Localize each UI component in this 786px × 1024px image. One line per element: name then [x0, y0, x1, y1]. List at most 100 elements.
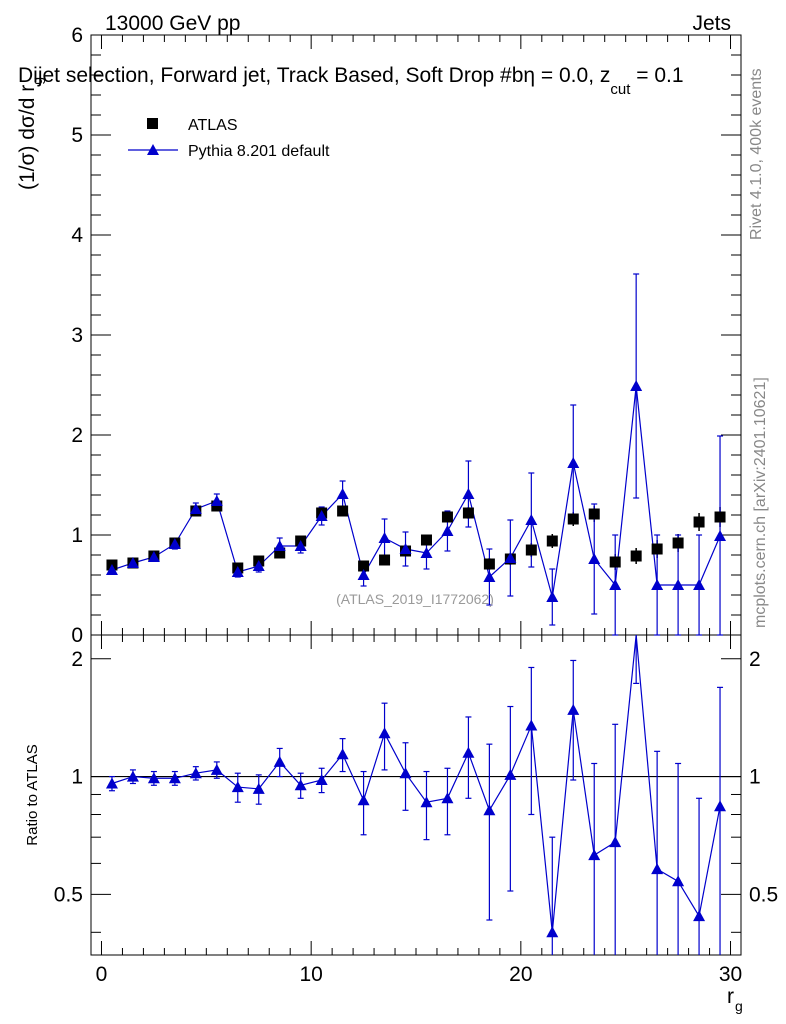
- legend-atlas-marker: [147, 118, 158, 129]
- ratio-axis-ticks: 0.5 0.51 12 20 10 20 30: [54, 635, 778, 986]
- ratio-point: [294, 779, 307, 791]
- ratio-point: [336, 748, 349, 760]
- pythia-point: [294, 540, 307, 551]
- pythia-point: [441, 525, 454, 536]
- pythia-point: [462, 488, 475, 499]
- main-ytick-label: 3: [71, 324, 83, 347]
- ratio-point: [189, 767, 202, 779]
- pythia-point: [693, 579, 706, 590]
- pythia-point: [378, 532, 391, 543]
- main-ytick-label: 4: [71, 224, 83, 247]
- plot-title-end: = 0.1: [630, 64, 683, 87]
- pythia-line: [111, 385, 721, 598]
- plot-title-sub: cut: [610, 81, 631, 98]
- ratio-point: [693, 910, 706, 922]
- ratio-xlabel: rg: [727, 985, 743, 1014]
- ratio-point: [588, 849, 601, 861]
- ratio-ytick-label: 0.5: [54, 883, 83, 906]
- ratio-point: [210, 763, 223, 775]
- pythia-point: [546, 591, 559, 602]
- ratio-point: [357, 794, 370, 806]
- legend-pythia-marker: [147, 144, 159, 155]
- pythia-point: [399, 543, 412, 554]
- ratio-plot-marks: [91, 634, 741, 955]
- ratio-point: [273, 755, 286, 767]
- ratio-xtick-label: 20: [509, 963, 532, 986]
- main-axis-ticks: 0 1 2 3 4 5 6: [71, 24, 741, 647]
- pythia-point: [420, 547, 433, 558]
- ratio-point: [483, 804, 496, 816]
- main-ytick-label: 1: [71, 524, 83, 547]
- pythia-point: [273, 540, 286, 551]
- process-label: Jets: [692, 12, 731, 35]
- ratio-point: [252, 782, 265, 794]
- atlas-point: [714, 511, 726, 523]
- atlas-point: [462, 507, 474, 519]
- pythia-point: [147, 551, 160, 562]
- analysis-watermark: (ATLAS_2019_I1772062): [336, 591, 494, 607]
- plot-title-main: Dijet selection, Forward jet, Track Base…: [18, 64, 523, 87]
- ratio-point: [651, 863, 664, 875]
- atlas-point: [672, 537, 684, 549]
- main-plot-marks: [105, 273, 727, 636]
- pythia-point: [336, 488, 349, 499]
- ratio-point: [525, 719, 538, 731]
- ratio-point: [147, 772, 160, 784]
- main-ylabel-sub: g: [29, 77, 45, 85]
- pythia-point: [252, 560, 265, 571]
- rivet-info: Rivet 4.1.0, 400k events: [748, 68, 765, 240]
- legend-atlas-label: ATLAS: [188, 117, 238, 134]
- atlas-point: [525, 544, 537, 556]
- atlas-point: [609, 556, 621, 568]
- ratio-point: [672, 875, 685, 887]
- atlas-point: [588, 508, 600, 520]
- pythia-point: [525, 514, 538, 525]
- ratio-xlabel-main: r: [727, 985, 734, 1008]
- main-ytick-label: 6: [71, 24, 83, 47]
- pythia-point: [567, 457, 580, 468]
- pythia-point: [168, 538, 181, 549]
- ratio-point: [714, 800, 727, 812]
- main-ytick-label: 0: [71, 624, 83, 647]
- atlas-point: [379, 554, 391, 566]
- ratio-xtick-label: 30: [719, 963, 742, 986]
- ratio-xlabel-sub: g: [735, 998, 743, 1014]
- atlas-point: [651, 543, 663, 555]
- pythia-point: [126, 557, 139, 568]
- ratio-plot-frame: [90, 634, 742, 956]
- atlas-point: [441, 511, 453, 523]
- atlas-point: [693, 516, 705, 528]
- ratio-line: [111, 634, 721, 933]
- legend-pythia-label: Pythia 8.201 default: [188, 143, 330, 160]
- ratio-point: [315, 773, 328, 785]
- ratio-point: [609, 836, 622, 848]
- energy-label: 13000 GeV pp: [105, 12, 240, 35]
- pythia-point: [714, 530, 727, 541]
- ratio-point: [105, 777, 118, 789]
- ratio-ylabel: Ratio to ATLAS: [24, 744, 41, 845]
- ratio-point: [378, 727, 391, 739]
- pythia-point: [483, 571, 496, 582]
- ratio-ytick-label-right: 0.5: [749, 883, 778, 906]
- main-ytick-label: 5: [71, 124, 83, 147]
- ratio-ytick-label: 2: [71, 648, 83, 671]
- atlas-point: [358, 560, 370, 572]
- pythia-point: [189, 503, 202, 514]
- ratio-point: [420, 796, 433, 808]
- ratio-point: [231, 781, 244, 793]
- ratio-point: [399, 767, 412, 779]
- atlas-point: [546, 535, 558, 547]
- pythia-point: [210, 495, 223, 506]
- pythia-point: [651, 579, 664, 590]
- plot-title-eq: η = 0.0, z: [523, 64, 610, 87]
- pythia-point: [630, 380, 643, 391]
- ratio-point: [567, 703, 580, 715]
- pythia-point: [357, 569, 370, 580]
- pythia-point: [609, 579, 622, 590]
- atlas-point: [567, 513, 579, 525]
- pythia-point: [231, 566, 244, 577]
- atlas-point: [483, 558, 495, 570]
- atlas-point: [420, 534, 432, 546]
- main-ylabel: (1/σ) dσ/d rg: [16, 77, 45, 190]
- plot-title: Dijet selection, Forward jet, Track Base…: [18, 64, 684, 98]
